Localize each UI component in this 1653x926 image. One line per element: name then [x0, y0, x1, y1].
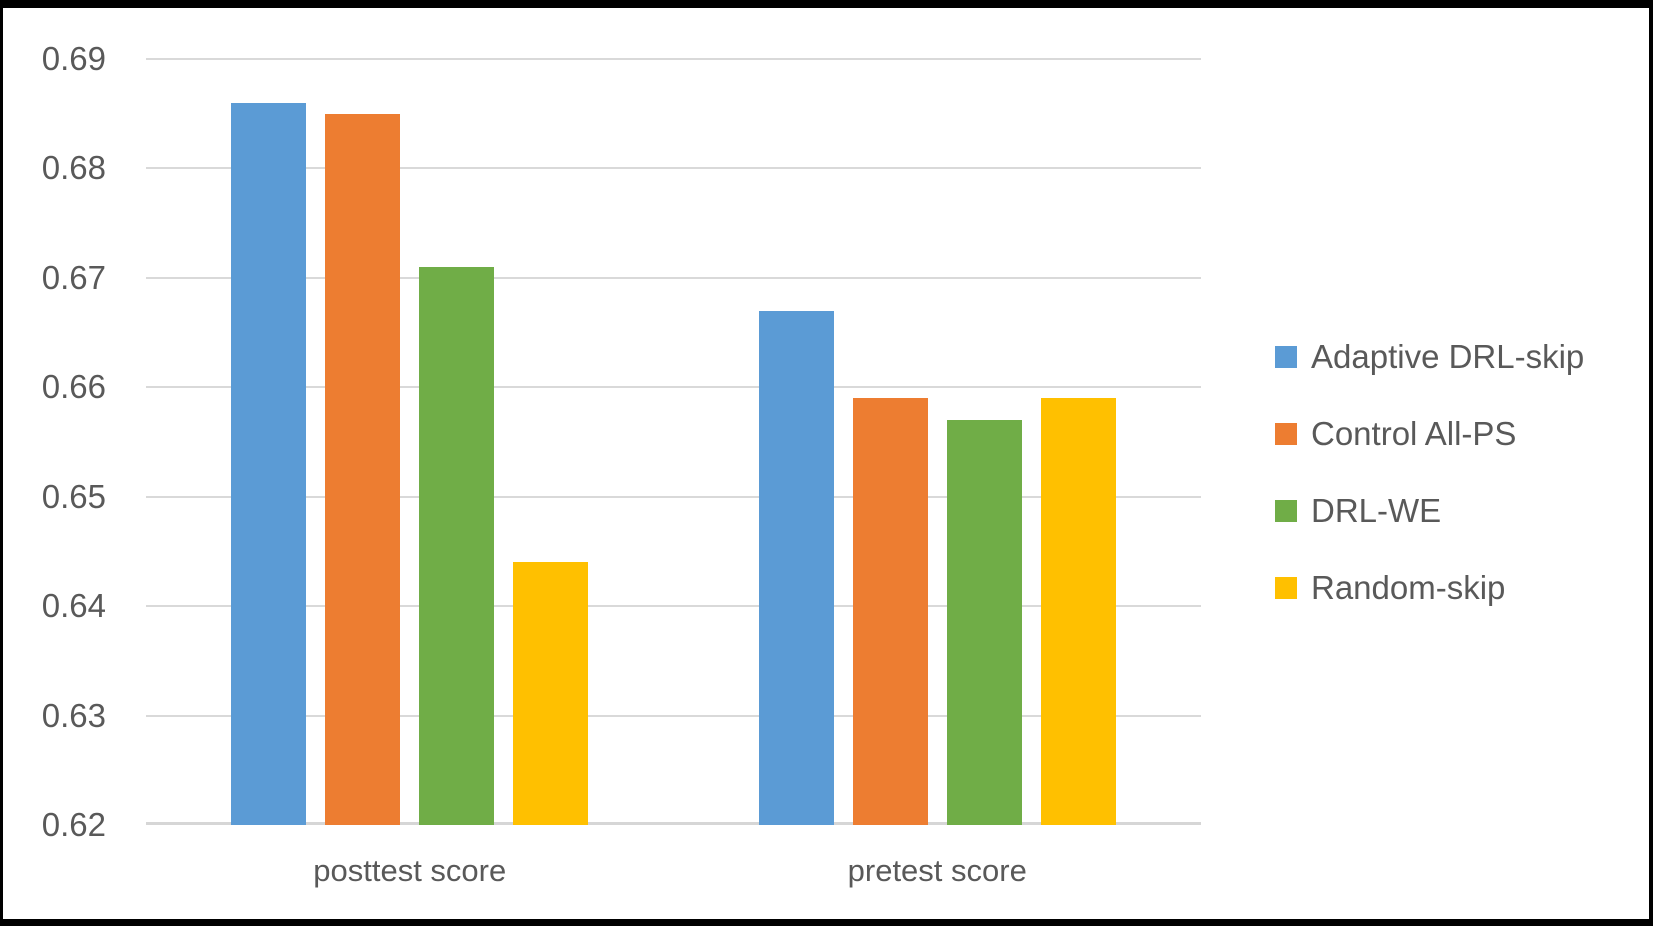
legend-item-adaptive-drl-skip: Adaptive DRL-skip [1275, 318, 1584, 395]
x-axis-category-label: pretest score [847, 853, 1027, 888]
y-gridline [146, 495, 1201, 498]
y-axis-tick-label: 0.65 [41, 477, 106, 515]
bar-control-all-ps-pretest-score [852, 398, 928, 825]
y-axis-tick-label: 0.68 [41, 149, 106, 187]
x-axis-category-label: posttest score [313, 853, 507, 888]
bar-random-skip-posttest-score [513, 562, 589, 825]
y-axis-tick-label: 0.66 [41, 368, 106, 406]
y-axis-tick-label: 0.67 [41, 258, 106, 296]
x-axis-line [146, 822, 1201, 825]
legend-item-drl-we: DRL-WE [1275, 472, 1584, 549]
bar-adaptive-drl-skip-posttest-score [231, 102, 307, 825]
bar-drl-we-pretest-score [946, 420, 1022, 825]
plot-area: posttest score pretest score [146, 58, 1201, 888]
y-axis-tick-label: 0.64 [41, 587, 106, 625]
y-gridline [146, 276, 1201, 279]
legend-item-random-skip: Random-skip [1275, 549, 1584, 626]
bar-adaptive-drl-skip-pretest-score [758, 310, 834, 825]
bar-random-skip-pretest-score [1040, 398, 1116, 825]
legend-swatch-icon [1275, 422, 1297, 445]
y-gridline [146, 386, 1201, 389]
legend-label: Random-skip [1311, 568, 1506, 606]
legend-swatch-icon [1275, 499, 1297, 522]
y-gridline [146, 605, 1201, 608]
legend-swatch-icon [1275, 576, 1297, 599]
bar-drl-we-posttest-score [419, 266, 495, 825]
bar-control-all-ps-posttest-score [325, 113, 401, 825]
chart-legend: Adaptive DRL-skip Control All-PS DRL-WE Ran… [1275, 318, 1584, 626]
y-axis-tick-label: 0.63 [41, 696, 106, 734]
y-gridline [146, 167, 1201, 170]
legend-label: Control All-PS [1311, 414, 1517, 452]
legend-item-control-all-ps: Control All-PS [1275, 395, 1584, 472]
y-gridline [146, 714, 1201, 717]
legend-swatch-icon [1275, 345, 1297, 368]
legend-label: DRL-WE [1311, 491, 1442, 529]
y-gridline [146, 58, 1201, 60]
y-axis-tick-label: 0.69 [41, 40, 106, 77]
y-axis-tick-label: 0.62 [41, 806, 106, 843]
legend-label: Adaptive DRL-skip [1311, 337, 1585, 375]
